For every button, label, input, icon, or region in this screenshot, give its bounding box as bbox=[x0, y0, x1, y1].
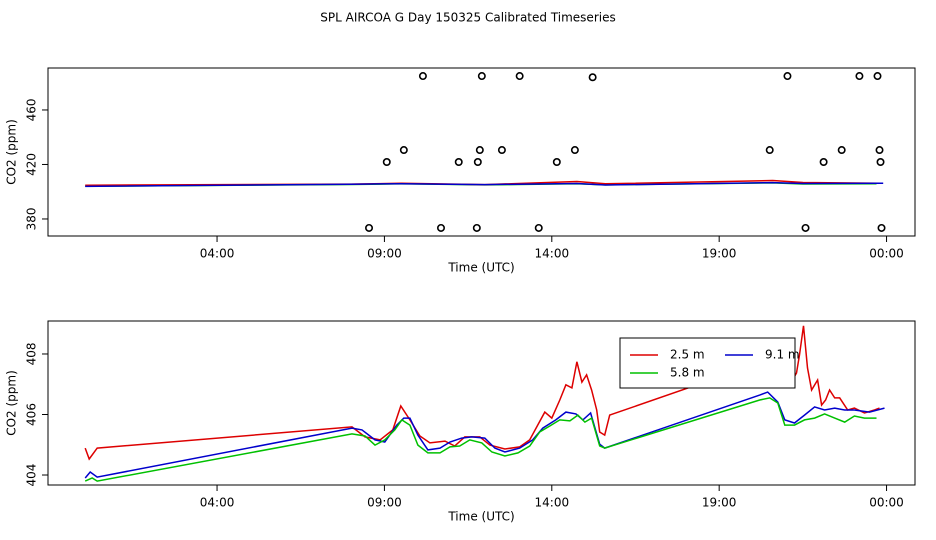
data-point bbox=[497, 146, 506, 155]
data-point bbox=[477, 72, 486, 81]
chart-title: SPL AIRCOA G Day 150325 Calibrated Times… bbox=[320, 11, 615, 25]
data-point bbox=[873, 72, 882, 81]
legend-label: 2.5 m bbox=[670, 348, 705, 362]
data-point bbox=[783, 72, 792, 81]
y-tick-label: 380 bbox=[25, 208, 39, 231]
data-point bbox=[475, 146, 484, 155]
y-axis-label: CO2 (ppm) bbox=[5, 370, 19, 436]
legend-label: 9.1 m bbox=[765, 348, 800, 362]
data-point bbox=[875, 146, 884, 155]
x-tick-label: 04:00 bbox=[200, 247, 235, 261]
legend-label: 5.8 m bbox=[670, 366, 705, 380]
data-point bbox=[570, 146, 579, 155]
data-point bbox=[877, 223, 886, 232]
y-tick-label: 404 bbox=[25, 464, 39, 487]
x-tick-label: 14:00 bbox=[535, 496, 570, 510]
data-point bbox=[418, 72, 427, 81]
legend-box bbox=[619, 337, 796, 389]
x-axis-label: Time (UTC) bbox=[447, 510, 514, 524]
series-line bbox=[84, 397, 877, 482]
series-line bbox=[84, 391, 885, 479]
y-tick-label: 408 bbox=[25, 343, 39, 366]
plot-frame bbox=[47, 320, 916, 486]
data-point bbox=[819, 158, 828, 167]
data-point bbox=[399, 146, 408, 155]
x-tick-label: 09:00 bbox=[367, 496, 402, 510]
data-point bbox=[876, 158, 885, 167]
data-point bbox=[473, 158, 482, 167]
data-point bbox=[552, 158, 561, 167]
data-point bbox=[837, 146, 846, 155]
x-tick-label: 04:00 bbox=[200, 496, 235, 510]
data-point bbox=[436, 223, 445, 232]
series-line bbox=[85, 181, 884, 188]
data-point bbox=[534, 223, 543, 232]
data-point bbox=[855, 72, 864, 81]
data-point bbox=[365, 223, 374, 232]
data-point bbox=[515, 72, 524, 81]
plot-frame bbox=[47, 67, 916, 237]
y-tick-label: 460 bbox=[25, 99, 39, 122]
x-tick-label: 19:00 bbox=[702, 247, 737, 261]
x-tick-label: 09:00 bbox=[367, 247, 402, 261]
x-tick-label: 00:00 bbox=[869, 496, 904, 510]
x-tick-label: 14:00 bbox=[535, 247, 570, 261]
data-point bbox=[588, 73, 597, 82]
x-axis-label: Time (UTC) bbox=[447, 261, 514, 275]
y-tick-label: 420 bbox=[25, 153, 39, 176]
y-tick-label: 406 bbox=[25, 403, 39, 426]
y-axis-label: CO2 (ppm) bbox=[5, 119, 19, 185]
x-tick-label: 00:00 bbox=[869, 247, 904, 261]
data-point bbox=[382, 158, 391, 167]
x-tick-label: 19:00 bbox=[702, 496, 737, 510]
data-point bbox=[765, 146, 774, 155]
series-line bbox=[84, 325, 880, 461]
data-point bbox=[801, 223, 810, 232]
data-point bbox=[454, 158, 463, 167]
data-point bbox=[472, 223, 481, 232]
